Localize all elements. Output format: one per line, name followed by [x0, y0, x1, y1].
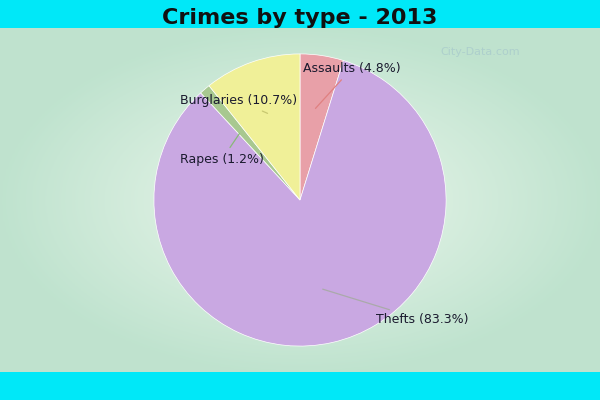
Text: City-Data.com: City-Data.com [440, 47, 520, 57]
Wedge shape [154, 60, 446, 346]
Wedge shape [200, 86, 300, 200]
Text: Assaults (4.8%): Assaults (4.8%) [303, 62, 401, 108]
Wedge shape [300, 54, 343, 200]
Text: Crimes by type - 2013: Crimes by type - 2013 [163, 8, 437, 28]
Text: Burglaries (10.7%): Burglaries (10.7%) [180, 94, 298, 113]
Text: Thefts (83.3%): Thefts (83.3%) [323, 289, 469, 326]
Text: Rapes (1.2%): Rapes (1.2%) [180, 134, 264, 166]
Wedge shape [209, 54, 300, 200]
